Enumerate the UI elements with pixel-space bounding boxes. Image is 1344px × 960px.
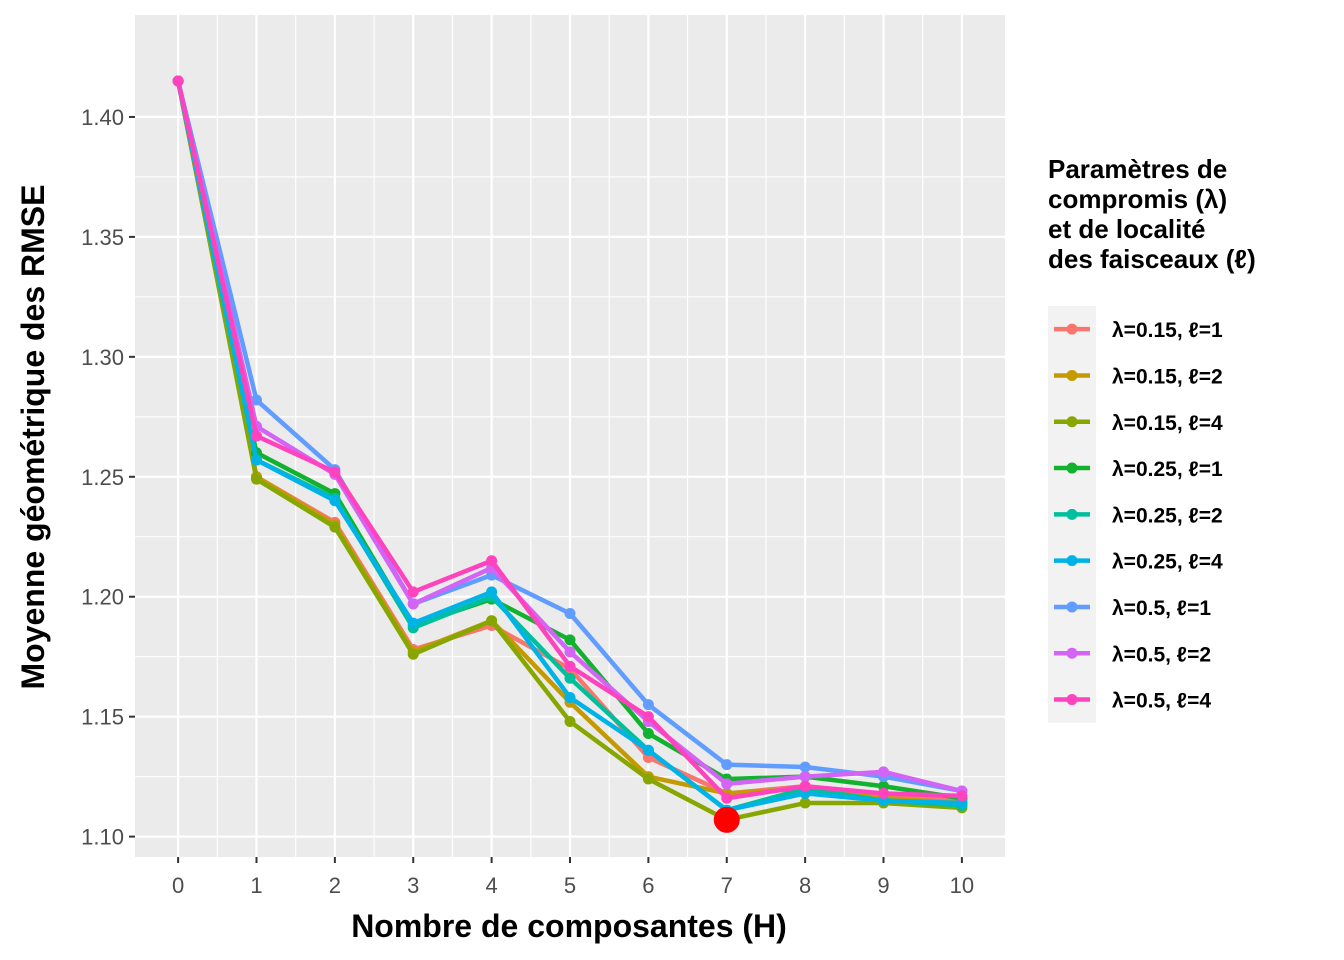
data-point: [564, 646, 576, 658]
x-tick-label: 10: [950, 873, 974, 898]
data-point: [250, 473, 262, 485]
legend-item: λ=0.25, ℓ=2: [1054, 504, 1223, 527]
x-tick-label: 2: [329, 873, 341, 898]
legend-label: λ=0.15, ℓ=4: [1112, 412, 1223, 435]
legend-key-point: [1066, 601, 1078, 613]
data-point: [799, 780, 811, 792]
data-point: [642, 773, 654, 785]
legend-key-point: [1066, 555, 1078, 567]
data-point: [250, 430, 262, 442]
data-point: [721, 759, 733, 771]
y-tick-label: 1.15: [81, 705, 124, 730]
data-point: [564, 672, 576, 684]
data-point: [329, 495, 341, 507]
legend-item: λ=0.15, ℓ=2: [1054, 365, 1223, 388]
y-tick-label: 1.35: [81, 225, 124, 250]
data-point: [407, 586, 419, 598]
legend-item: λ=0.15, ℓ=4: [1054, 412, 1223, 435]
legend-label: λ=0.5, ℓ=2: [1112, 643, 1211, 666]
data-point: [564, 660, 576, 672]
data-point: [799, 761, 811, 773]
data-point: [721, 778, 733, 790]
x-tick-label: 1: [250, 873, 262, 898]
x-tick-label: 5: [564, 873, 576, 898]
y-tick-label: 1.20: [81, 585, 124, 610]
highlight-point: [713, 806, 740, 833]
y-axis-title: Moyenne géométrique des RMSE: [15, 185, 51, 690]
data-point: [721, 792, 733, 804]
data-point: [564, 691, 576, 703]
legend-key-point: [1066, 508, 1078, 520]
legend-key-point: [1066, 694, 1078, 706]
data-point: [407, 617, 419, 629]
legend-label: λ=0.5, ℓ=1: [1112, 597, 1211, 620]
legend-label: λ=0.25, ℓ=4: [1112, 551, 1223, 574]
legend-item: λ=0.5, ℓ=1: [1054, 597, 1211, 620]
data-point: [799, 771, 811, 783]
y-axis-ticks: 1.10 1.15 1.20 1.25 1.30 1.35 1.40: [81, 105, 135, 850]
data-point: [564, 715, 576, 727]
x-tick-label: 6: [642, 873, 654, 898]
x-tick-label: 4: [485, 873, 497, 898]
x-tick-label: 8: [799, 873, 811, 898]
data-point: [486, 555, 498, 567]
data-point: [956, 790, 968, 802]
legend-item: λ=0.25, ℓ=4: [1054, 551, 1223, 574]
legend-label: λ=0.15, ℓ=1: [1112, 319, 1223, 342]
data-point: [250, 394, 262, 406]
legend-key-point: [1066, 369, 1078, 381]
data-point: [486, 586, 498, 598]
data-point: [878, 787, 890, 799]
data-point: [642, 727, 654, 739]
legend-key-point: [1066, 647, 1078, 659]
data-point: [564, 608, 576, 620]
legend-item: λ=0.15, ℓ=1: [1054, 319, 1223, 342]
x-tick-label: 3: [407, 873, 419, 898]
data-point: [407, 648, 419, 660]
major-gridlines: [135, 15, 1005, 857]
data-point: [878, 766, 890, 778]
x-tick-label: 0: [172, 873, 184, 898]
x-tick-label: 7: [721, 873, 733, 898]
series-lines: [172, 75, 968, 826]
y-tick-label: 1.40: [81, 105, 124, 130]
y-tick-label: 1.30: [81, 345, 124, 370]
legend-title-line: compromis (λ): [1048, 184, 1227, 214]
legend-key-point: [1066, 462, 1078, 474]
legend-label: λ=0.15, ℓ=2: [1112, 365, 1223, 388]
legend-label: λ=0.25, ℓ=1: [1112, 458, 1223, 481]
data-point: [642, 699, 654, 711]
highlight-layer: [713, 806, 740, 833]
legend-title-line: et de localité: [1048, 214, 1206, 244]
x-axis-ticks: 0 1 2 3 4 5 6 7 8 9 10: [172, 857, 974, 898]
data-point: [250, 454, 262, 466]
legend-label: λ=0.25, ℓ=2: [1112, 504, 1223, 527]
legend-title-line: des faisceaux (ℓ): [1048, 244, 1256, 274]
data-point: [642, 744, 654, 756]
x-tick-label: 9: [877, 873, 889, 898]
data-point: [486, 615, 498, 627]
data-point: [329, 521, 341, 533]
series-group: [172, 75, 968, 804]
legend-item: λ=0.5, ℓ=4: [1054, 690, 1211, 713]
data-point: [564, 634, 576, 646]
legend-key-point: [1066, 323, 1078, 335]
data-point: [799, 797, 811, 809]
y-tick-label: 1.25: [81, 465, 124, 490]
legend-key-point: [1066, 416, 1078, 428]
legend-item: λ=0.5, ℓ=2: [1054, 643, 1211, 666]
legend-label: λ=0.5, ℓ=4: [1112, 690, 1211, 713]
y-tick-label: 1.10: [81, 825, 124, 850]
data-point: [407, 598, 419, 610]
data-point: [329, 466, 341, 478]
legend-item: λ=0.25, ℓ=1: [1054, 458, 1223, 481]
legend-title-line: Paramètres de: [1048, 154, 1227, 184]
x-axis-title: Nombre de composantes (H): [351, 908, 787, 944]
data-point: [172, 75, 184, 87]
data-point: [642, 711, 654, 723]
